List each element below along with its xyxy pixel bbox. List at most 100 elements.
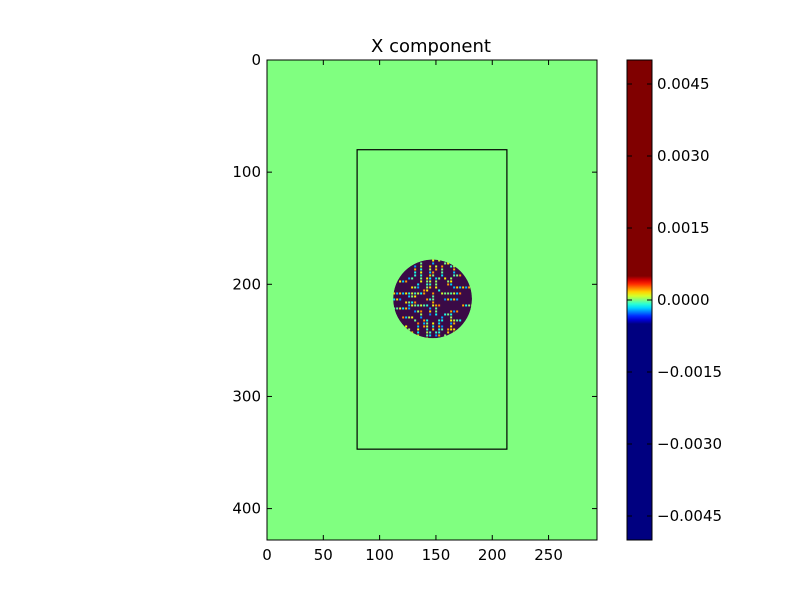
disc-cell [447, 331, 450, 334]
disc-cell [459, 274, 462, 277]
disc-cell [426, 280, 429, 283]
y-tick-label: 400 [232, 500, 261, 518]
disc-cell [456, 286, 459, 289]
axes-frame [266, 59, 598, 541]
disc-cell [426, 328, 429, 331]
disc-cell [408, 301, 411, 304]
disc-cell [408, 292, 411, 295]
disc-cell [414, 301, 417, 304]
x-tick-label: 100 [365, 546, 394, 564]
disc-cell [411, 316, 414, 319]
disc-cell [411, 295, 414, 298]
disc-cell [417, 292, 420, 295]
disc-cell [429, 331, 432, 334]
disc-cell [417, 328, 420, 331]
disc-cell [468, 304, 471, 307]
disc-cell [450, 313, 453, 316]
heatmap-axes: 0 50 100 150 200 250 0 100 200 300 400 [232, 51, 598, 564]
disc-cell [453, 274, 456, 277]
disc-cell [426, 304, 429, 307]
disc-cell [441, 265, 444, 268]
disc-cell [435, 268, 438, 271]
disc-cell [420, 277, 423, 280]
disc-cell [438, 319, 441, 322]
disc-cell [405, 316, 408, 319]
disc-cell [453, 292, 456, 295]
disc-cell [438, 328, 441, 331]
disc-cell [432, 325, 435, 328]
disc-cell [435, 283, 438, 286]
disc-cell [399, 280, 402, 283]
disc-cell [426, 337, 429, 339]
disc-cell [456, 274, 459, 277]
disc-cell [459, 319, 462, 322]
disc-cell [435, 334, 438, 337]
disc-cell [423, 322, 426, 325]
disc-cell [405, 307, 408, 310]
disc-cell [453, 286, 456, 289]
disc-cell [417, 286, 420, 289]
disc-cell [423, 319, 426, 322]
disc-cell [447, 298, 450, 301]
disc-cell [450, 319, 453, 322]
y-tick-label: 0 [251, 51, 261, 69]
disc-cell [426, 319, 429, 322]
disc-cell [450, 316, 453, 319]
disc-cell [420, 310, 423, 313]
disc-cell [438, 304, 441, 307]
disc-cell [426, 331, 429, 334]
disc-cell [465, 304, 468, 307]
disc-cell [426, 286, 429, 289]
disc-cell [396, 307, 399, 310]
disc-cell [435, 313, 438, 316]
disc-cell [399, 298, 402, 301]
disc-cell [417, 310, 420, 313]
disc-cell [462, 286, 465, 289]
disc-cell [414, 304, 417, 307]
disc-cell [408, 277, 411, 280]
disc-cell [459, 286, 462, 289]
disc-cell [417, 325, 420, 328]
disc-cell [420, 262, 423, 265]
disc-cell [393, 292, 396, 295]
disc-cell [444, 298, 447, 301]
disc-cell [444, 334, 447, 337]
disc-cell [435, 280, 438, 283]
y-axis-ticks: 0 100 200 300 400 [232, 51, 597, 518]
disc-cell [402, 280, 405, 283]
disc-cell [432, 322, 435, 325]
disc-cell [429, 313, 432, 316]
disc-cell [420, 292, 423, 295]
disc-cell [411, 277, 414, 280]
disc-cell [402, 307, 405, 310]
disc-cell [405, 280, 408, 283]
x-tick-label: 50 [314, 546, 333, 564]
disc-cell [453, 310, 456, 313]
disc-cell [429, 265, 432, 268]
disc-cell [414, 271, 417, 274]
disc-cell [435, 331, 438, 334]
disc-cell [411, 301, 414, 304]
disc-cell [420, 316, 423, 319]
disc-cell [444, 262, 447, 265]
disc-cell [417, 334, 420, 337]
colorbar-tick-label: 0.0030 [657, 147, 710, 165]
disc-cell [450, 310, 453, 313]
disc-cell [429, 268, 432, 271]
disc-cell [420, 268, 423, 271]
oscillating-disc [393, 259, 472, 339]
disc-cell [432, 295, 435, 298]
disc-cell [420, 304, 423, 307]
disc-cell [453, 298, 456, 301]
disc-cell [435, 277, 438, 280]
disc-cell [435, 304, 438, 307]
disc-cell [414, 265, 417, 268]
disc-cell [453, 319, 456, 322]
disc-cell [408, 316, 411, 319]
disc-cell [429, 307, 432, 310]
colorbar-ticks: 0.0045 0.0030 0.0015 0.0000 −0.0015 −0.0030 −0… [627, 75, 722, 525]
disc-cell [432, 292, 435, 295]
colorbar-tick-label: 0.0000 [657, 291, 710, 309]
disc-cell [450, 322, 453, 325]
